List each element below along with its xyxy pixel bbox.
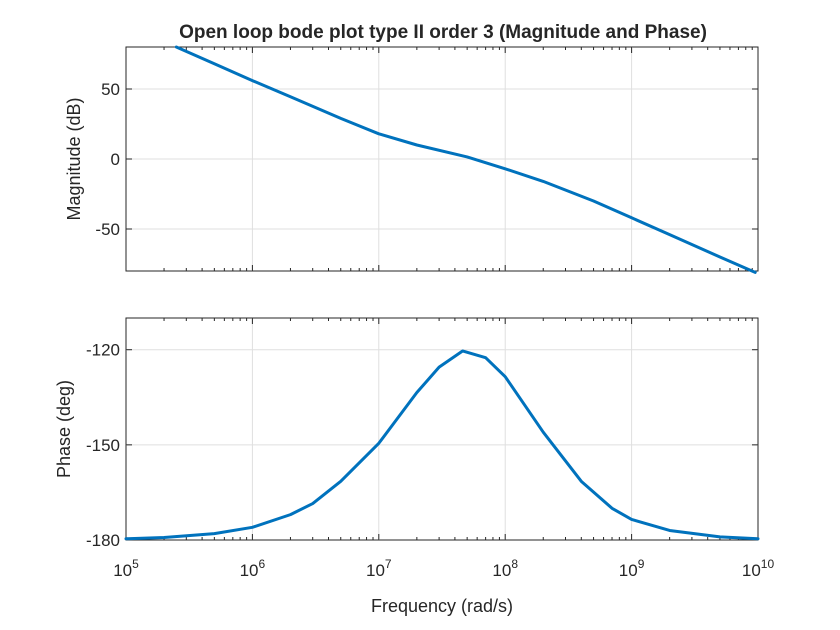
phase-y-tick-label: -150 [86,436,120,455]
phase-y-tick-label: -180 [86,531,120,550]
magnitude-ticks: 50 0 -50 [95,47,759,271]
magnitude-curve [174,45,757,274]
phase-panel: -120 -150 -180 Phase (deg) [54,317,760,550]
magnitude-y-tick-label: 0 [111,150,120,169]
magnitude-ylabel: Magnitude (dB) [64,97,84,220]
frequency-tick-label: 105 [113,557,139,580]
magnitude-panel: 50 0 -50 Magnitude (dB) [64,45,759,274]
phase-curve [124,349,760,541]
frequency-tick-label: 108 [492,557,518,580]
phase-ticks: -120 -150 -180 [86,318,759,550]
phase-axes-frame [125,317,759,541]
frequency-tick-label: 1010 [742,557,775,580]
frequency-tick-label: 109 [619,557,645,580]
magnitude-grid [126,47,758,271]
frequency-tick-label: 106 [240,557,266,580]
phase-y-tick-label: -120 [86,341,120,360]
magnitude-y-tick-label: 50 [101,80,120,99]
frequency-xlabel: Frequency (rad/s) [371,596,513,616]
frequency-tick-label: 107 [366,557,392,580]
chart-title: Open loop bode plot type II order 3 (Mag… [179,22,707,43]
magnitude-y-tick-label: -50 [95,220,120,239]
frequency-axis-ticks: 105 106 107 108 109 1010 [113,557,774,580]
phase-grid [126,318,758,540]
phase-ylabel: Phase (deg) [54,380,74,478]
